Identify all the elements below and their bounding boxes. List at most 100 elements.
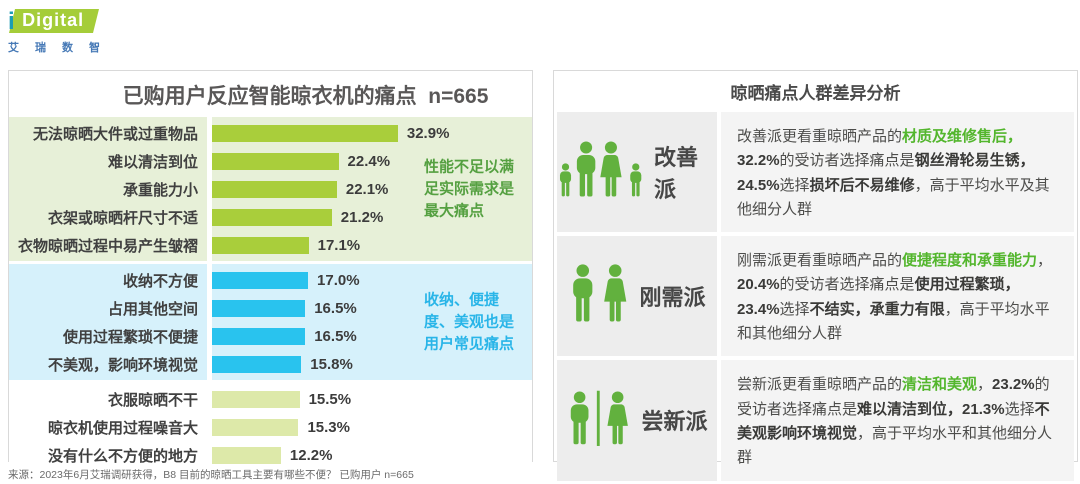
bar-row: 没有什么不方便的地方 12.2% [9,441,532,469]
bar-row: 收纳不方便 17.0% [9,266,532,294]
description-segment: 23.4% [737,300,780,318]
description-segment: 21.3% [962,400,1005,418]
bar-track: 16.5% [212,327,532,345]
bar-category-label: 衣架或晾晒杆尺寸不适 [47,209,198,227]
description-segment: 材质及维修售后， [902,128,1023,145]
bar-track: 32.9% [212,124,532,142]
description-segment: 的受访者选择痛点是 [779,152,915,170]
bar-track: 15.8% [212,355,532,373]
description-segment: 的受访者选择痛点是 [779,276,915,294]
bar [212,355,302,373]
bar-row: 使用过程繁琐不便捷 16.5% [9,322,532,350]
bar-track: 15.5% [212,390,532,408]
description-segment: 选择 [779,176,810,194]
idigital-logo-mark: i Digital [8,7,116,35]
description-segment: 24.5% [737,176,780,194]
description-segment: 使用过程繁琐， [914,276,1020,294]
bar-value-label: 15.8% [310,355,353,373]
bar [212,124,398,142]
description-segment: 改善派更看重晾晒产品的 [737,128,903,145]
persona-rows: 改善派 改善派更看重晾晒产品的材质及维修售后，32.2%的受访者选择痛点是钢丝滑轮… [557,112,1074,481]
persona-icon-cell: 尝新派 [557,360,717,481]
description-segment: 损坏后不易维修 [809,176,915,194]
bar [212,446,281,464]
description-segment: 不结实，承重力有限 [809,300,945,318]
bar-row: 衣物晾晒过程中易产生皱褶 17.1% [9,231,532,259]
bar-track: 22.4% [212,152,532,170]
male-female-divided-icon [566,389,632,452]
bar-row: 衣架或晾晒杆尺寸不适 21.2% [9,203,532,231]
bar-track: 21.2% [212,208,532,226]
bar [212,208,332,226]
bar-value-label: 21.2% [340,208,384,226]
bar-value-label: 22.4% [347,152,391,170]
description-segment: 尝新派更看重晾晒产品的 [737,376,903,394]
bar-value-label: 15.3% [307,418,350,436]
bar [212,152,339,170]
description-segment: 选择 [779,300,810,318]
bar [212,271,309,289]
persona-row-尝新派: 尝新派 尝新派更看重晾晒产品的清洁和美观，23.2%的受访者选择痛点是难以清洁到位… [557,360,1074,481]
description-segment: ， [1037,252,1053,270]
description-segment: 23.2% [992,376,1035,394]
persona-row-改善派: 改善派 改善派更看重晾晒产品的材质及维修售后， 32.2%的受访者选择痛点是钢丝滑轮… [557,112,1074,233]
persona-row-刚需派: 刚需派 刚需派更看重晾晒产品的便捷程度和承重能力， 20.4%的受访者选择痛点是使用… [557,236,1074,357]
persona-name: 改善派 [654,145,699,203]
persona-icon-cell: 刚需派 [557,236,717,357]
pain-point-bar-chart-panel: 已购用户反应智能晾衣机的痛点 n=665 无法晾晒大件或过重物品 32.9% 难以清… [8,70,533,471]
description-segment: ，高于平均水平及其他细分人群 [737,176,1050,218]
bar-track: 17.0% [212,271,532,289]
bar-row: 衣服晾晒不干 15.5% [9,385,532,413]
bar-track: 12.2% [212,446,532,464]
description-segment: 便捷程度和承重能力 [902,252,1038,270]
chart-band-storage-convenience-pain-points: 收纳不方便 17.0% 占用其他空间 16.5% 使用过程繁琐不便捷 16.5% 不美观，影… [9,264,532,380]
description-segment: ， [977,376,993,394]
bar-value-label: 22.1% [345,180,389,198]
band-annotation: 性能不足以满足实际需求是最大痛点 [424,158,515,219]
content-area: 已购用户反应智能晾衣机的痛点 n=665 无法晾晒大件或过重物品 32.9% 难以清… [8,70,1078,481]
description-segment: 清洁和美观 [902,376,978,394]
persona-description: 尝新派更看重晾晒产品的清洁和美观，23.2%的受访者选择痛点是难以清洁到位，21… [721,360,1074,481]
bar-value-label: 16.5% [314,299,357,317]
description-segment: 32.2% [737,152,780,170]
bar-track: 16.5% [212,299,532,317]
bar-row: 无法晾晒大件或过重物品 32.9% [9,119,532,147]
bar [212,327,306,345]
bar-category-label: 晾衣机使用过程噪音大 [47,419,198,437]
bar-value-label: 17.1% [317,236,361,254]
bar-category-label: 不美观，影响环境视觉 [47,356,198,374]
bar [212,236,309,254]
bar-category-label: 占用其他空间 [107,300,198,318]
family-icon [557,141,645,203]
description-segment: 刚需派更看重晾晒产品的 [737,252,903,270]
bar-category-label: 承重能力小 [122,181,198,199]
logo-banner: Digital [8,9,99,33]
band-annotation: 收纳、便捷度、美观也是用户常见痛点 [424,291,515,352]
source-note: 来源：2023年6月艾瑞调研获得，B8 目前的晾晒工具主要有哪些不便？ 已购用户… [8,469,414,481]
persona-description: 刚需派更看重晾晒产品的便捷程度和承重能力， 20.4%的受访者选择痛点是使用过程繁… [721,236,1074,357]
bar-value-label: 17.0% [317,271,360,289]
logo-i-glyph: i [8,8,15,35]
description-segment: 20.4% [737,276,780,294]
bar-category-label: 衣物晾晒过程中易产生皱褶 [17,237,198,255]
bar-category-label: 没有什么不方便的地方 [47,447,198,465]
idigital-logo: i Digital 艾瑞数智 [8,7,116,55]
bar [212,390,300,408]
chart-bands: 无法晾晒大件或过重物品 32.9% 难以清洁到位 22.4% 承重能力小 22.1% 衣架或… [9,117,532,471]
description-segment: 难以清洁到位， [857,400,963,418]
bar-category-label: 无法晾晒大件或过重物品 [32,125,198,143]
description-segment: 选择 [1004,400,1035,418]
chart-title: 已购用户反应智能晾衣机的痛点 n=665 [122,85,489,108]
bar [212,299,306,317]
bar-value-label: 32.9% [406,124,450,142]
bar-row: 难以清洁到位 22.4% [9,147,532,175]
logo-chinese-name: 艾瑞数智 [8,42,116,54]
bar-track: 22.1% [212,180,532,198]
description-segment: 的受访者选择痛点是 [737,376,1050,418]
bar [212,418,299,436]
axis-baseline-strip [207,383,212,471]
bar-value-label: 16.5% [314,327,357,345]
persona-analysis-panel: 晾晒痛点人群差异分析 改善派 改善派更看重晾晒产品的材质及维修售后，32.2%的受… [553,70,1078,481]
bar-value-label: 15.5% [308,390,352,408]
